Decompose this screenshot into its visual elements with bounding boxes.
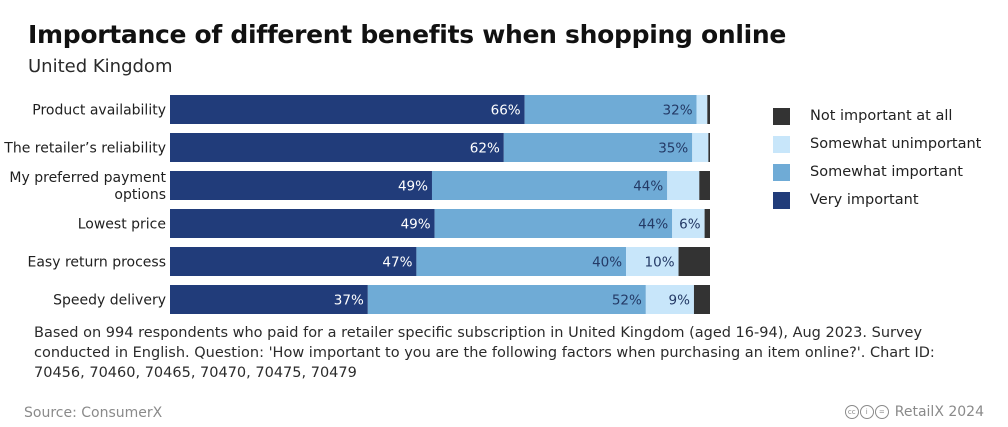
chart-title: Importance of different benefits when sh… xyxy=(28,20,787,49)
data-label: 49% xyxy=(401,217,431,233)
brand-label: RetailX 2024 xyxy=(894,404,984,420)
bar-somewhat-important-speedy-delivery xyxy=(367,285,646,314)
bar-not-important-at-all-product-availability xyxy=(707,95,710,124)
chart-legend: Not important at all Somewhat unimportan… xyxy=(773,102,981,214)
legend-item-somewhat-important: Somewhat important xyxy=(773,158,981,186)
bar-very-important-easy-return-process xyxy=(170,247,417,276)
bar-somewhat-important-easy-return-process xyxy=(416,247,627,276)
bar-not-important-at-all-speedy-delivery xyxy=(693,285,710,314)
bar-very-important-the-retailer-s-reliability xyxy=(170,133,504,162)
bar-very-important-my-preferred-payment-options xyxy=(170,171,432,200)
source-link[interactable]: Source: ConsumerX xyxy=(24,405,163,421)
bar-somewhat-important-the-retailer-s-reliability xyxy=(503,133,693,162)
bar-not-important-at-all-the-retailer-s-reliability xyxy=(708,133,710,162)
legend-label: Not important at all xyxy=(810,108,953,124)
legend-label: Somewhat unimportant xyxy=(810,136,982,152)
creative-commons-icon: cc i = xyxy=(844,405,889,419)
data-label: 47% xyxy=(382,255,412,271)
data-label: 52% xyxy=(612,293,642,309)
chart-footnote: Based on 994 respondents who paid for a … xyxy=(34,325,935,381)
category-label: options xyxy=(114,187,166,203)
chart-subtitle: United Kingdom xyxy=(28,56,173,77)
data-label: 40% xyxy=(592,255,622,271)
legend-swatch xyxy=(773,135,790,153)
legend-item-somewhat-unimportant: Somewhat unimportant xyxy=(773,130,981,158)
category-label: My preferred payment xyxy=(9,170,166,186)
data-label: 66% xyxy=(491,103,521,119)
data-label: 49% xyxy=(398,179,428,195)
bar-somewhat-unimportant-easy-return-process xyxy=(626,247,679,276)
category-label: Lowest price xyxy=(78,217,166,233)
bar-somewhat-important-my-preferred-payment-options xyxy=(431,171,668,200)
legend-label: Very important xyxy=(810,192,919,208)
bar-somewhat-unimportant-the-retailer-s-reliability xyxy=(692,133,709,162)
category-label: Easy return process xyxy=(27,255,166,271)
bar-not-important-at-all-my-preferred-payment-options xyxy=(699,171,710,200)
data-label: 37% xyxy=(334,293,364,309)
legend-swatch xyxy=(773,163,790,181)
category-label: The retailer’s reliability xyxy=(3,141,166,157)
data-label: 44% xyxy=(638,217,668,233)
bar-not-important-at-all-lowest-price xyxy=(704,209,710,238)
legend-item-not-important: Not important at all xyxy=(773,102,981,130)
bar-somewhat-unimportant-lowest-price xyxy=(672,209,705,238)
bar-very-important-speedy-delivery xyxy=(170,285,368,314)
legend-item-very-important: Very important xyxy=(773,186,981,214)
data-label: 10% xyxy=(645,255,675,271)
brand-credit: cc i = RetailX 2024 xyxy=(844,404,984,420)
data-label: 6% xyxy=(679,217,701,233)
data-label: 44% xyxy=(633,179,663,195)
bar-somewhat-unimportant-speedy-delivery xyxy=(645,285,694,314)
data-label: 35% xyxy=(658,141,688,157)
bar-very-important-product-availability xyxy=(170,95,525,124)
data-label: 62% xyxy=(470,141,500,157)
data-label: 9% xyxy=(669,293,691,309)
bar-somewhat-important-product-availability xyxy=(524,95,697,124)
bar-not-important-at-all-easy-return-process xyxy=(678,247,710,276)
legend-label: Somewhat important xyxy=(810,164,963,180)
legend-swatch xyxy=(773,191,790,209)
bar-very-important-lowest-price xyxy=(170,209,435,238)
legend-swatch xyxy=(773,107,790,125)
data-label: 32% xyxy=(663,103,693,119)
bar-somewhat-unimportant-product-availability xyxy=(696,95,708,124)
category-label: Product availability xyxy=(32,103,166,119)
category-label: Speedy delivery xyxy=(53,293,166,309)
bar-somewhat-important-lowest-price xyxy=(434,209,673,238)
bar-somewhat-unimportant-my-preferred-payment-options xyxy=(667,171,700,200)
